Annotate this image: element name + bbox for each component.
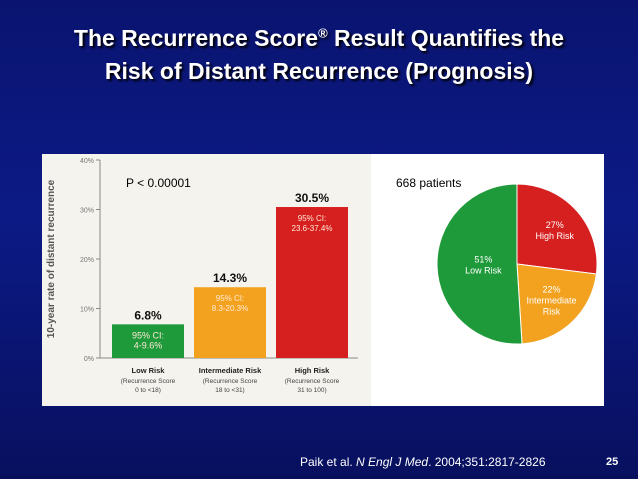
ci-label-line2: 23.6-37.4% xyxy=(292,224,333,233)
pie-slice-label: 22% xyxy=(542,285,560,295)
category-sublabel: 31 to 100) xyxy=(297,387,326,394)
pie-slice-label: Intermediate xyxy=(526,296,576,306)
pie-slice-label: 27% xyxy=(546,220,564,230)
y-tick-label: 40% xyxy=(80,158,94,165)
ci-label-line1: 95% CI: xyxy=(216,294,244,303)
slide-number: 25 xyxy=(606,456,619,468)
slide-title: The Recurrence Score® Result Quantifies … xyxy=(0,22,638,88)
y-tick-label: 10% xyxy=(80,307,94,314)
pie-slice-label: 51% xyxy=(474,255,492,265)
pie-slice-3 xyxy=(436,183,523,345)
bar-2 xyxy=(194,287,266,358)
title-line-2: Risk of Distant Recurrence (Prognosis) xyxy=(104,58,534,84)
bar-value-label: 6.8% xyxy=(134,308,162,322)
category-sublabel: (Recurrence Score xyxy=(285,378,340,385)
pie-slice-label: Risk xyxy=(543,307,561,317)
category-label: Low Risk xyxy=(132,366,166,375)
category-sublabel: (Recurrence Score xyxy=(121,378,176,385)
pie-slice-1 xyxy=(516,183,598,275)
title-line-1: The Recurrence Score® Result Quantifies … xyxy=(0,22,638,55)
y-tick-label: 0% xyxy=(84,356,94,363)
bar-value-label: 30.5% xyxy=(295,191,329,205)
pie-slice-2 xyxy=(516,263,597,345)
ci-label-line2: 8.3-20.3% xyxy=(212,304,248,313)
category-label: High Risk xyxy=(295,366,330,375)
registered-mark: ® xyxy=(318,25,328,41)
category-sublabel: (Recurrence Score xyxy=(203,378,258,385)
bar-3 xyxy=(276,207,348,358)
ci-label-line2: 4-9.6% xyxy=(134,340,163,350)
citation: Paik et al. N Engl J Med. 2004;351:2817-… xyxy=(300,455,546,469)
p-value: P < 0.00001 xyxy=(126,176,191,190)
bar-1 xyxy=(112,324,184,358)
category-label: Intermediate Risk xyxy=(199,366,262,375)
pie-slice-label: High Risk xyxy=(536,231,575,241)
y-tick-label: 30% xyxy=(80,208,94,215)
title-text-b: Result Quantifies the xyxy=(327,25,565,51)
citation-journal: N Engl J Med xyxy=(356,455,429,469)
y-axis-label: 10-year rate of distant recurrence xyxy=(46,179,57,338)
ci-label-line1: 95% CI: xyxy=(132,330,164,340)
title-text-a: The Recurrence Score xyxy=(73,25,319,51)
patients-count: 668 patients xyxy=(396,176,462,190)
pie-slice-label: Low Risk xyxy=(465,266,502,276)
ci-label-line1: 95% CI: xyxy=(298,214,326,223)
citation-details: . 2004;351:2817-2826 xyxy=(428,455,546,469)
category-sublabel: 0 to <18) xyxy=(135,387,161,394)
citation-authors: Paik et al. xyxy=(300,455,357,469)
category-sublabel: 18 to <31) xyxy=(215,387,244,394)
figure-panel: 0% 10% 20% 30% 40% 10-year rate of distant re… xyxy=(42,154,604,406)
y-tick-label: 20% xyxy=(80,257,94,264)
figure-svg: 0% 10% 20% 30% 40% 10-year rate of distant re… xyxy=(46,158,598,394)
bar-value-label: 14.3% xyxy=(213,271,247,285)
